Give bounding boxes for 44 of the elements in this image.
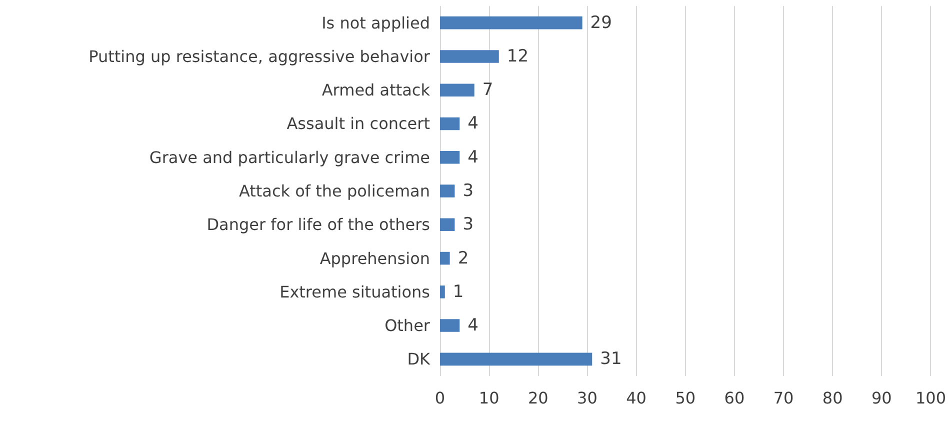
bar	[440, 50, 499, 63]
y-tick-label: Apprehension	[320, 248, 430, 268]
data-label: 3	[462, 214, 474, 235]
data-label: 12	[506, 46, 529, 66]
x-tick-label: 70	[773, 388, 794, 408]
bar	[440, 319, 460, 332]
y-tick-label: Is not applied	[322, 13, 430, 32]
data-label: 7	[482, 80, 494, 100]
data-label: 31	[600, 349, 622, 370]
x-tick-label: 50	[675, 388, 696, 408]
data-label: 4	[468, 147, 478, 168]
y-tick-label: Armed attack	[322, 80, 431, 100]
y-tick-label: Grave and particularly grave crime	[149, 148, 430, 167]
bar	[440, 352, 592, 366]
bar	[440, 184, 455, 198]
data-label: 29	[590, 12, 612, 33]
x-tick-label: 90	[871, 388, 892, 408]
y-tick-label: Extreme situations	[280, 282, 430, 302]
y-tick-label: DK	[407, 350, 431, 369]
y-tick-label: Assault in concert	[286, 114, 430, 134]
data-label: 4	[468, 114, 478, 134]
bar	[440, 117, 460, 130]
data-label: 1	[452, 282, 464, 302]
bar	[440, 252, 450, 265]
bar	[440, 84, 474, 96]
x-tick-label: 100	[915, 388, 946, 408]
x-tick-label: 20	[528, 388, 548, 408]
x-tick-label: 40	[626, 388, 646, 408]
y-tick-label: Other	[384, 316, 430, 336]
y-tick-label: Putting up resistance, aggressive behavior	[88, 46, 430, 66]
x-tick-label: 30	[577, 388, 598, 408]
data-label: 2	[458, 248, 469, 268]
x-tick-label: 0	[434, 388, 446, 408]
data-label: 3	[462, 181, 474, 201]
x-tick-label: 10	[478, 388, 500, 408]
y-tick-label: Danger for life of the others	[206, 215, 430, 234]
data-label: 4	[468, 316, 478, 336]
y-tick-label: Attack of the policeman	[238, 182, 430, 200]
bar	[440, 286, 445, 298]
x-tick-label: 80	[822, 388, 843, 408]
bar	[440, 218, 455, 232]
bar	[440, 16, 582, 30]
x-tick-label: 60	[724, 388, 745, 408]
bar	[440, 150, 460, 164]
